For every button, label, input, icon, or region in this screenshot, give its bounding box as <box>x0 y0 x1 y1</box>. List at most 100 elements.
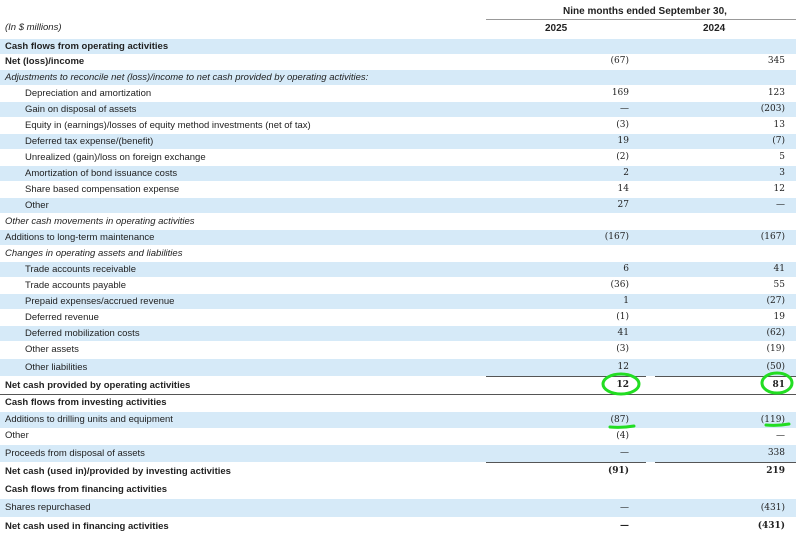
row-label: Trade accounts receivable <box>25 264 137 275</box>
table-row: Depreciation and amortization 169 123 <box>0 86 796 101</box>
row-label: Shares repurchased <box>5 502 91 513</box>
value-2025: — <box>620 521 629 531</box>
value-2024: (167) <box>760 232 785 242</box>
row-label: Cash flows from investing activities <box>5 397 167 408</box>
row-label: Trade accounts payable <box>25 280 127 291</box>
value-2024: (62) <box>766 328 785 338</box>
row-label: Additions to drilling units and equipmen… <box>5 414 173 425</box>
value-2025: (87) <box>610 415 629 425</box>
table-row: Deferred mobilization costs 41 (62) <box>0 326 796 341</box>
table-header: Nine months ended September 30, (In $ mi… <box>0 0 796 38</box>
table-row: Other (4) — <box>0 428 796 444</box>
value-2024: 5 <box>779 152 785 162</box>
table-row: Other liabilities 12 (50) <box>0 359 796 376</box>
table-row: Additions to drilling units and equipmen… <box>0 412 796 428</box>
value-2025: (2) <box>616 152 629 162</box>
value-2025: 2 <box>623 168 629 178</box>
value-2025: 12 <box>617 362 629 372</box>
row-label: Equity in (earnings)/losses of equity me… <box>25 120 311 131</box>
value-2024: 19 <box>773 312 785 322</box>
row-label: Net cash provided by operating activitie… <box>5 380 191 391</box>
value-2025: 1 <box>623 296 629 306</box>
table-row: Additions to long-term maintenance (167) (… <box>0 230 796 245</box>
value-2025: 27 <box>617 200 629 210</box>
period-heading: Nine months ended September 30, <box>563 6 727 17</box>
value-2025: 19 <box>617 136 629 146</box>
table-row: Share based compensation expense 14 12 <box>0 182 796 197</box>
value-2024: 219 <box>766 466 785 476</box>
value-2025: 169 <box>611 88 629 98</box>
table-row: Net cash provided by operating activitie… <box>0 377 796 394</box>
value-2024: (431) <box>757 521 785 531</box>
table-row: Shares repurchased — (431) <box>0 499 796 517</box>
table-row: Cash flows from financing activities <box>0 481 796 498</box>
table-row: Other assets (3) (19) <box>0 342 796 357</box>
row-label: Other <box>25 200 49 211</box>
row-label: Net cash (used in)/provided by investing… <box>5 466 231 477</box>
value-2025: (3) <box>616 344 629 354</box>
table-row: Cash flows from operating activities <box>0 39 796 54</box>
total-rule-2024 <box>655 376 796 377</box>
table-row: Deferred revenue (1) 19 <box>0 310 796 325</box>
value-2024: 345 <box>767 56 785 66</box>
table-row: Proceeds from disposal of assets — 338 <box>0 445 796 462</box>
table-row: Trade accounts receivable 6 41 <box>0 262 796 277</box>
row-label: Changes in operating assets and liabilit… <box>5 248 183 259</box>
table-row: Equity in (earnings)/losses of equity me… <box>0 118 796 133</box>
row-label: Unrealized (gain)/loss on foreign exchan… <box>25 152 206 163</box>
row-label: Deferred mobilization costs <box>25 328 140 339</box>
table-row: Trade accounts payable (36) 55 <box>0 278 796 293</box>
row-label: Cash flows from operating activities <box>5 41 169 52</box>
value-2024: (203) <box>760 104 785 114</box>
table-row: Net cash (used in)/provided by investing… <box>0 463 796 480</box>
row-label: Proceeds from disposal of assets <box>5 448 145 459</box>
value-2024: (7) <box>772 136 785 146</box>
row-label: Net cash used in financing activities <box>5 521 169 532</box>
section-rule <box>0 394 796 395</box>
period-rule <box>486 19 796 20</box>
table-row: Changes in operating assets and liabilit… <box>0 246 796 261</box>
value-2025: 14 <box>617 184 629 194</box>
row-label: Depreciation and amortization <box>25 88 152 99</box>
value-2025: 6 <box>623 264 629 274</box>
row-label: Deferred tax expense/(benefit) <box>25 136 154 147</box>
value-2024: 41 <box>773 264 785 274</box>
row-label: Amortization of bond issuance costs <box>25 168 178 179</box>
value-2025: (167) <box>604 232 629 242</box>
value-2024: — <box>776 431 785 441</box>
value-2024: 123 <box>767 88 785 98</box>
table-row: Other 27 — <box>0 198 796 213</box>
table-row: Net cash used in financing activities — (4… <box>0 518 796 535</box>
row-label: Additions to long-term maintenance <box>5 232 155 243</box>
row-label: Gain on disposal of assets <box>25 104 137 115</box>
table-row: Net (loss)/income (67) 345 <box>0 54 796 69</box>
row-label: Deferred revenue <box>25 312 99 323</box>
value-2024: (50) <box>766 362 785 372</box>
total-rule-2024 <box>655 462 796 463</box>
table-row: Amortization of bond issuance costs 2 3 <box>0 166 796 181</box>
row-label: Prepaid expenses/accrued revenue <box>25 296 175 307</box>
row-label: Net (loss)/income <box>5 56 85 67</box>
table-row: Prepaid expenses/accrued revenue 1 (27) <box>0 294 796 309</box>
total-rule-2025 <box>486 462 646 463</box>
value-2024: 55 <box>773 280 785 290</box>
value-2024: 81 <box>772 380 785 390</box>
table-row: Deferred tax expense/(benefit) 19 (7) <box>0 134 796 149</box>
value-2024: (27) <box>766 296 785 306</box>
row-label: Other cash movements in operating activi… <box>5 216 195 227</box>
value-2025: (1) <box>616 312 629 322</box>
table-row: Unrealized (gain)/loss on foreign exchan… <box>0 150 796 165</box>
table-row: Gain on disposal of assets — (203) <box>0 102 796 117</box>
value-2024: (119) <box>760 415 785 425</box>
value-2024: (431) <box>760 503 785 513</box>
value-2025: (36) <box>610 280 629 290</box>
row-label: Share based compensation expense <box>25 184 180 195</box>
total-rule-2025 <box>486 376 646 377</box>
value-2025: — <box>620 104 629 114</box>
value-2025: — <box>620 448 629 458</box>
value-2025: 12 <box>616 380 629 390</box>
table-row: Adjustments to reconcile net (loss)/inco… <box>0 70 796 85</box>
value-2025: (3) <box>616 120 629 130</box>
units-label: (In $ millions) <box>5 22 62 33</box>
table-row: Cash flows from investing activities <box>0 395 796 411</box>
